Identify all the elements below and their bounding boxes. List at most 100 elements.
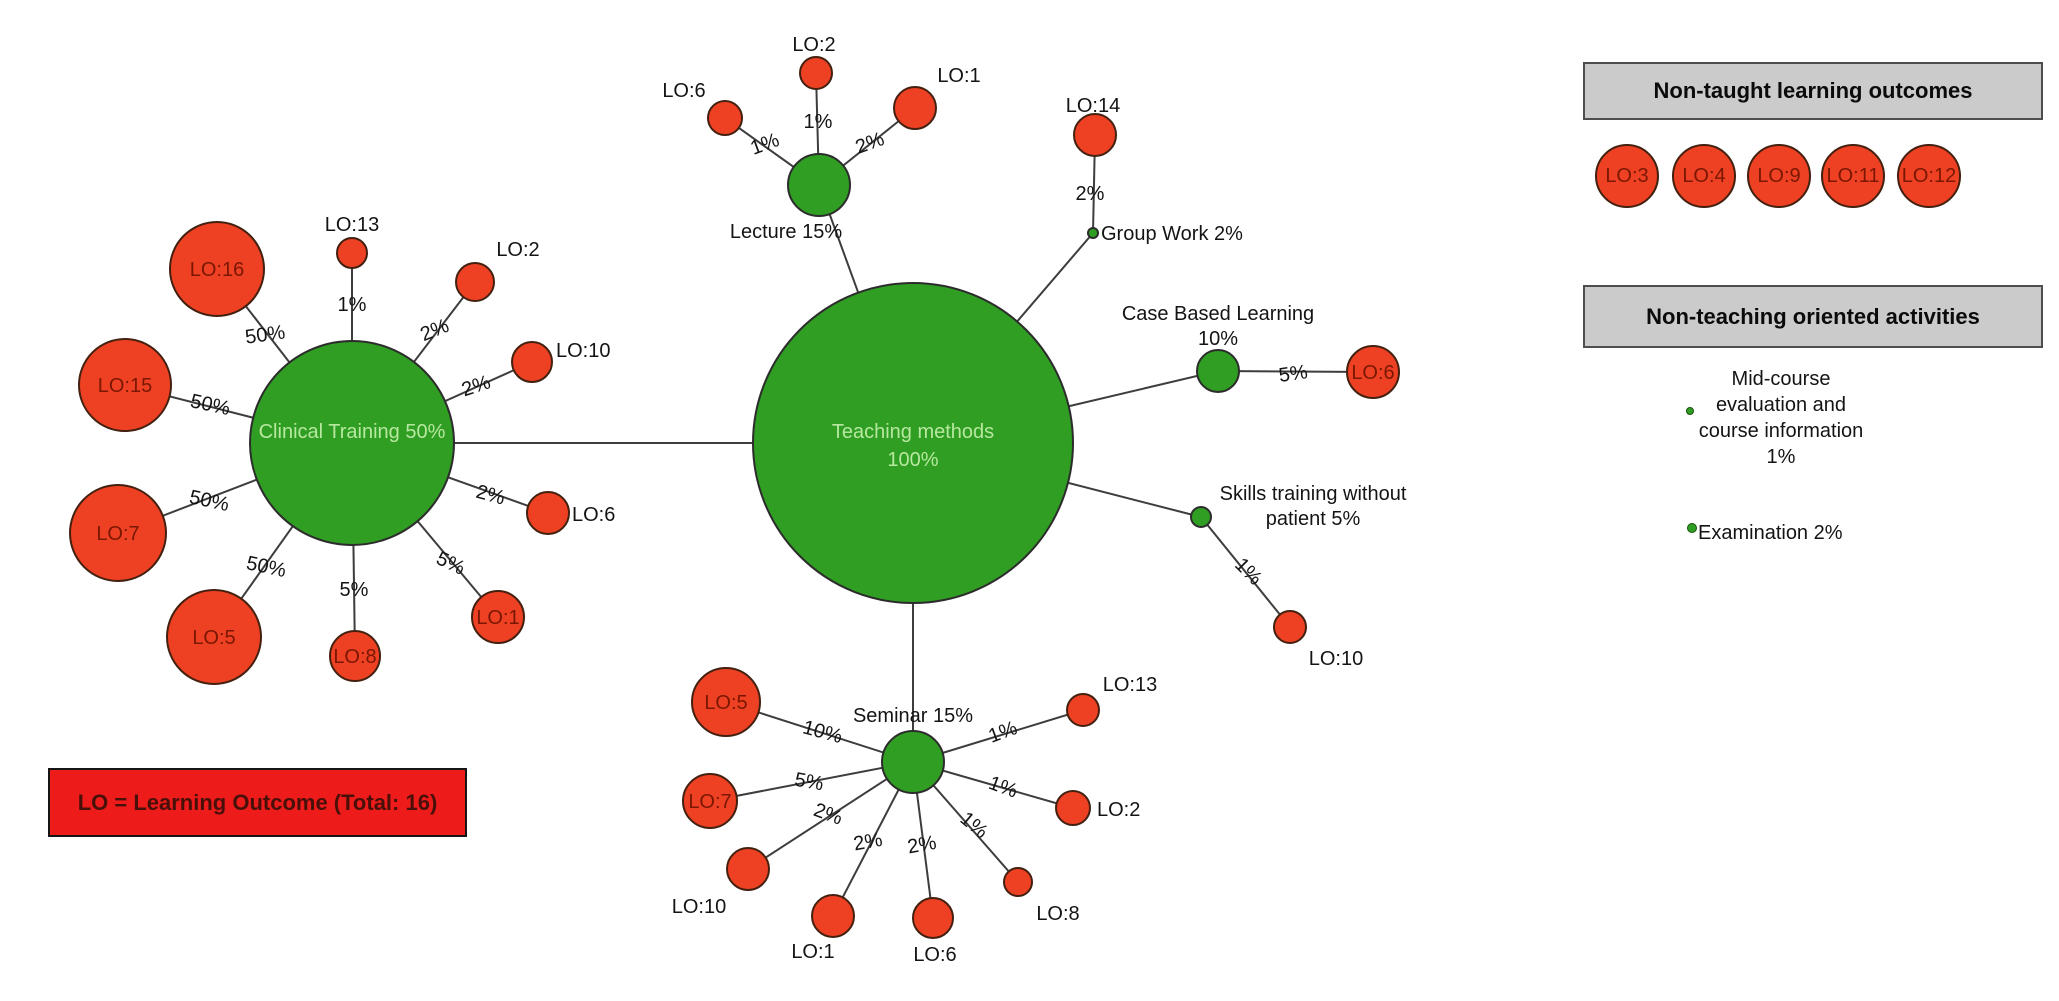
hub-label-skills: Skills training without [1220, 483, 1407, 505]
hub-circle-cbl [1196, 349, 1240, 393]
edge-pct-seminar-lo7: 5% [793, 769, 826, 796]
non-teaching-title: Non-teaching oriented activities [1646, 303, 1980, 329]
outcome-label-seminar-lo10: LO:10 [672, 896, 726, 918]
outcome-label-seminar-lo2: LO:2 [1097, 799, 1140, 821]
outcome-label-clinical-lo6: LO:6 [572, 504, 615, 526]
edge-pct-clinical-lo16: 50% [244, 321, 287, 348]
outcome-label-clinical-lo16: LO:16 [190, 259, 244, 281]
edge-pct-groupwork-lo14: 2% [1076, 183, 1105, 205]
edge-pct-seminar-lo13: 1% [986, 717, 1021, 748]
outcome-label-clinical-lo8: LO:8 [333, 646, 376, 668]
hub-label2-cbl: 10% [1198, 328, 1238, 350]
outcome-circle-clinical-lo8 [329, 630, 381, 682]
outcome-circle-seminar-lo5 [691, 667, 761, 737]
outcome-label-seminar-lo5: LO:5 [704, 692, 747, 714]
hub-circle-groupwork [1087, 227, 1099, 239]
edge-pct-clinical-lo7: 50% [187, 486, 231, 516]
outcome-circle-groupwork-lo14 [1073, 113, 1117, 157]
outcome-label-seminar-lo8: LO:8 [1036, 903, 1079, 925]
hub-label2-skills: patient 5% [1266, 508, 1361, 530]
outcome-label-clinical-lo7: LO:7 [96, 523, 139, 545]
outcome-label-skills-lo10: LO:10 [1309, 648, 1363, 670]
outcome-label-cbl-lo6: LO:6 [1351, 362, 1394, 384]
outcome-circle-cbl-lo6 [1346, 345, 1400, 399]
activity-label-line: Mid-course [1731, 368, 1831, 390]
outcome-circle-seminar-lo8 [1003, 867, 1033, 897]
activity-label-line: 1% [1766, 446, 1796, 468]
activity-label-1: Examination 2% [1698, 520, 1938, 546]
outcome-circle-lecture-lo2 [799, 56, 833, 90]
hub-circle-seminar [881, 730, 945, 794]
edge-seminar-lo10 [747, 761, 914, 870]
non-taught-circle-lo4: LO:4 [1672, 144, 1736, 208]
edge-pct-lecture-lo2: 1% [804, 111, 833, 133]
hub-label-seminar: Seminar 15% [853, 705, 973, 727]
outcome-circle-clinical-lo15 [78, 338, 172, 432]
outcome-circle-clinical-lo5 [166, 589, 262, 685]
non-taught-circle-lo3: LO:3 [1595, 144, 1659, 208]
outcome-label-clinical-lo15: LO:15 [98, 375, 152, 397]
hub-circle-skills [1190, 506, 1212, 528]
outcome-label-groupwork-lo14: LO:14 [1066, 95, 1120, 117]
outcome-circle-seminar-lo1 [811, 894, 855, 938]
non-taught-circle-lo11: LO:11 [1821, 144, 1885, 208]
edge-pct-cbl-lo6: 5% [1277, 361, 1309, 387]
hub-label-groupwork: Group Work 2% [1101, 223, 1243, 245]
non-taught-title: Non-taught learning outcomes [1653, 78, 1973, 103]
edge-pct-clinical-lo5: 50% [244, 552, 288, 582]
edge-pct-lecture-lo1: 2% [853, 128, 888, 159]
activity-dot-1 [1687, 523, 1697, 533]
edge-pct-seminar-lo2: 1% [986, 772, 1021, 803]
non-taught-circle-lo9: LO:9 [1747, 144, 1811, 208]
outcome-label-clinical-lo5: LO:5 [192, 627, 235, 649]
non-taught-header: Non-taught learning outcomes [1583, 62, 2043, 120]
edge-pct-seminar-lo1: 2% [852, 829, 885, 856]
edge-pct-seminar-lo8: 1% [956, 808, 992, 844]
outcome-circle-clinical-lo16 [169, 221, 265, 317]
activity-label-line: Examination 2% [1698, 522, 1843, 544]
edge-pct-clinical-lo10: 2% [459, 371, 493, 401]
outcome-circle-clinical-lo2 [455, 262, 495, 302]
activity-label-line: course information [1698, 420, 1864, 442]
outcome-circle-clinical-lo7 [69, 484, 167, 582]
outcome-label-seminar-lo1: LO:1 [791, 941, 834, 963]
outcome-label-lecture-lo6: LO:6 [662, 80, 705, 102]
outcome-circle-lecture-lo1 [893, 86, 937, 130]
edge-seminar-lo7 [709, 761, 914, 802]
outcome-circle-clinical-lo1 [471, 590, 525, 644]
outcome-label-clinical-lo1: LO:1 [476, 607, 519, 629]
edge-pct-clinical-lo8: 5% [340, 579, 369, 601]
hub-label-clinical: Clinical Training 50% [259, 421, 446, 443]
outcome-circle-skills-lo10 [1273, 610, 1307, 644]
outcome-circle-seminar-lo2 [1055, 790, 1091, 826]
non-teaching-header: Non-teaching oriented activities [1583, 285, 2043, 348]
hub-circle-lecture [787, 153, 851, 217]
hub-label-teaching: Teaching methods 100% [832, 421, 994, 471]
outcome-circle-seminar-lo6 [912, 897, 954, 939]
outcome-circle-clinical-lo13 [336, 237, 368, 269]
activity-dot-0 [1686, 407, 1694, 415]
outcome-circle-clinical-lo10 [511, 341, 553, 383]
outcome-label-seminar-lo6: LO:6 [913, 944, 956, 966]
edge-pct-seminar-lo5: 10% [800, 716, 845, 748]
outcome-label-lecture-lo1: LO:1 [937, 65, 980, 87]
outcome-circle-clinical-lo6 [526, 491, 570, 535]
activity-label-line: evaluation and [1715, 394, 1847, 416]
outcome-label-clinical-lo10: LO:10 [556, 340, 610, 362]
hub-label-cbl: Case Based Learning [1122, 303, 1314, 325]
outcome-label-seminar-lo7: LO:7 [688, 791, 731, 813]
legend-text: LO = Learning Outcome (Total: 16) [77, 789, 438, 815]
edge-pct-clinical-lo15: 50% [188, 390, 232, 420]
outcome-circle-seminar-lo7 [682, 773, 738, 829]
outcome-label-lecture-lo2: LO:2 [792, 34, 835, 56]
outcome-label-clinical-lo2: LO:2 [496, 239, 539, 261]
edge-pct-clinical-lo6: 2% [474, 481, 508, 510]
outcome-circle-seminar-lo13 [1066, 693, 1100, 727]
hub-label-lecture: Lecture 15% [730, 221, 843, 243]
edge-skills-lo10 [1200, 516, 1291, 628]
edge-pct-seminar-lo6: 2% [906, 832, 939, 859]
hub-circle-teaching [752, 282, 1074, 604]
outcome-circle-seminar-lo10 [726, 847, 770, 891]
